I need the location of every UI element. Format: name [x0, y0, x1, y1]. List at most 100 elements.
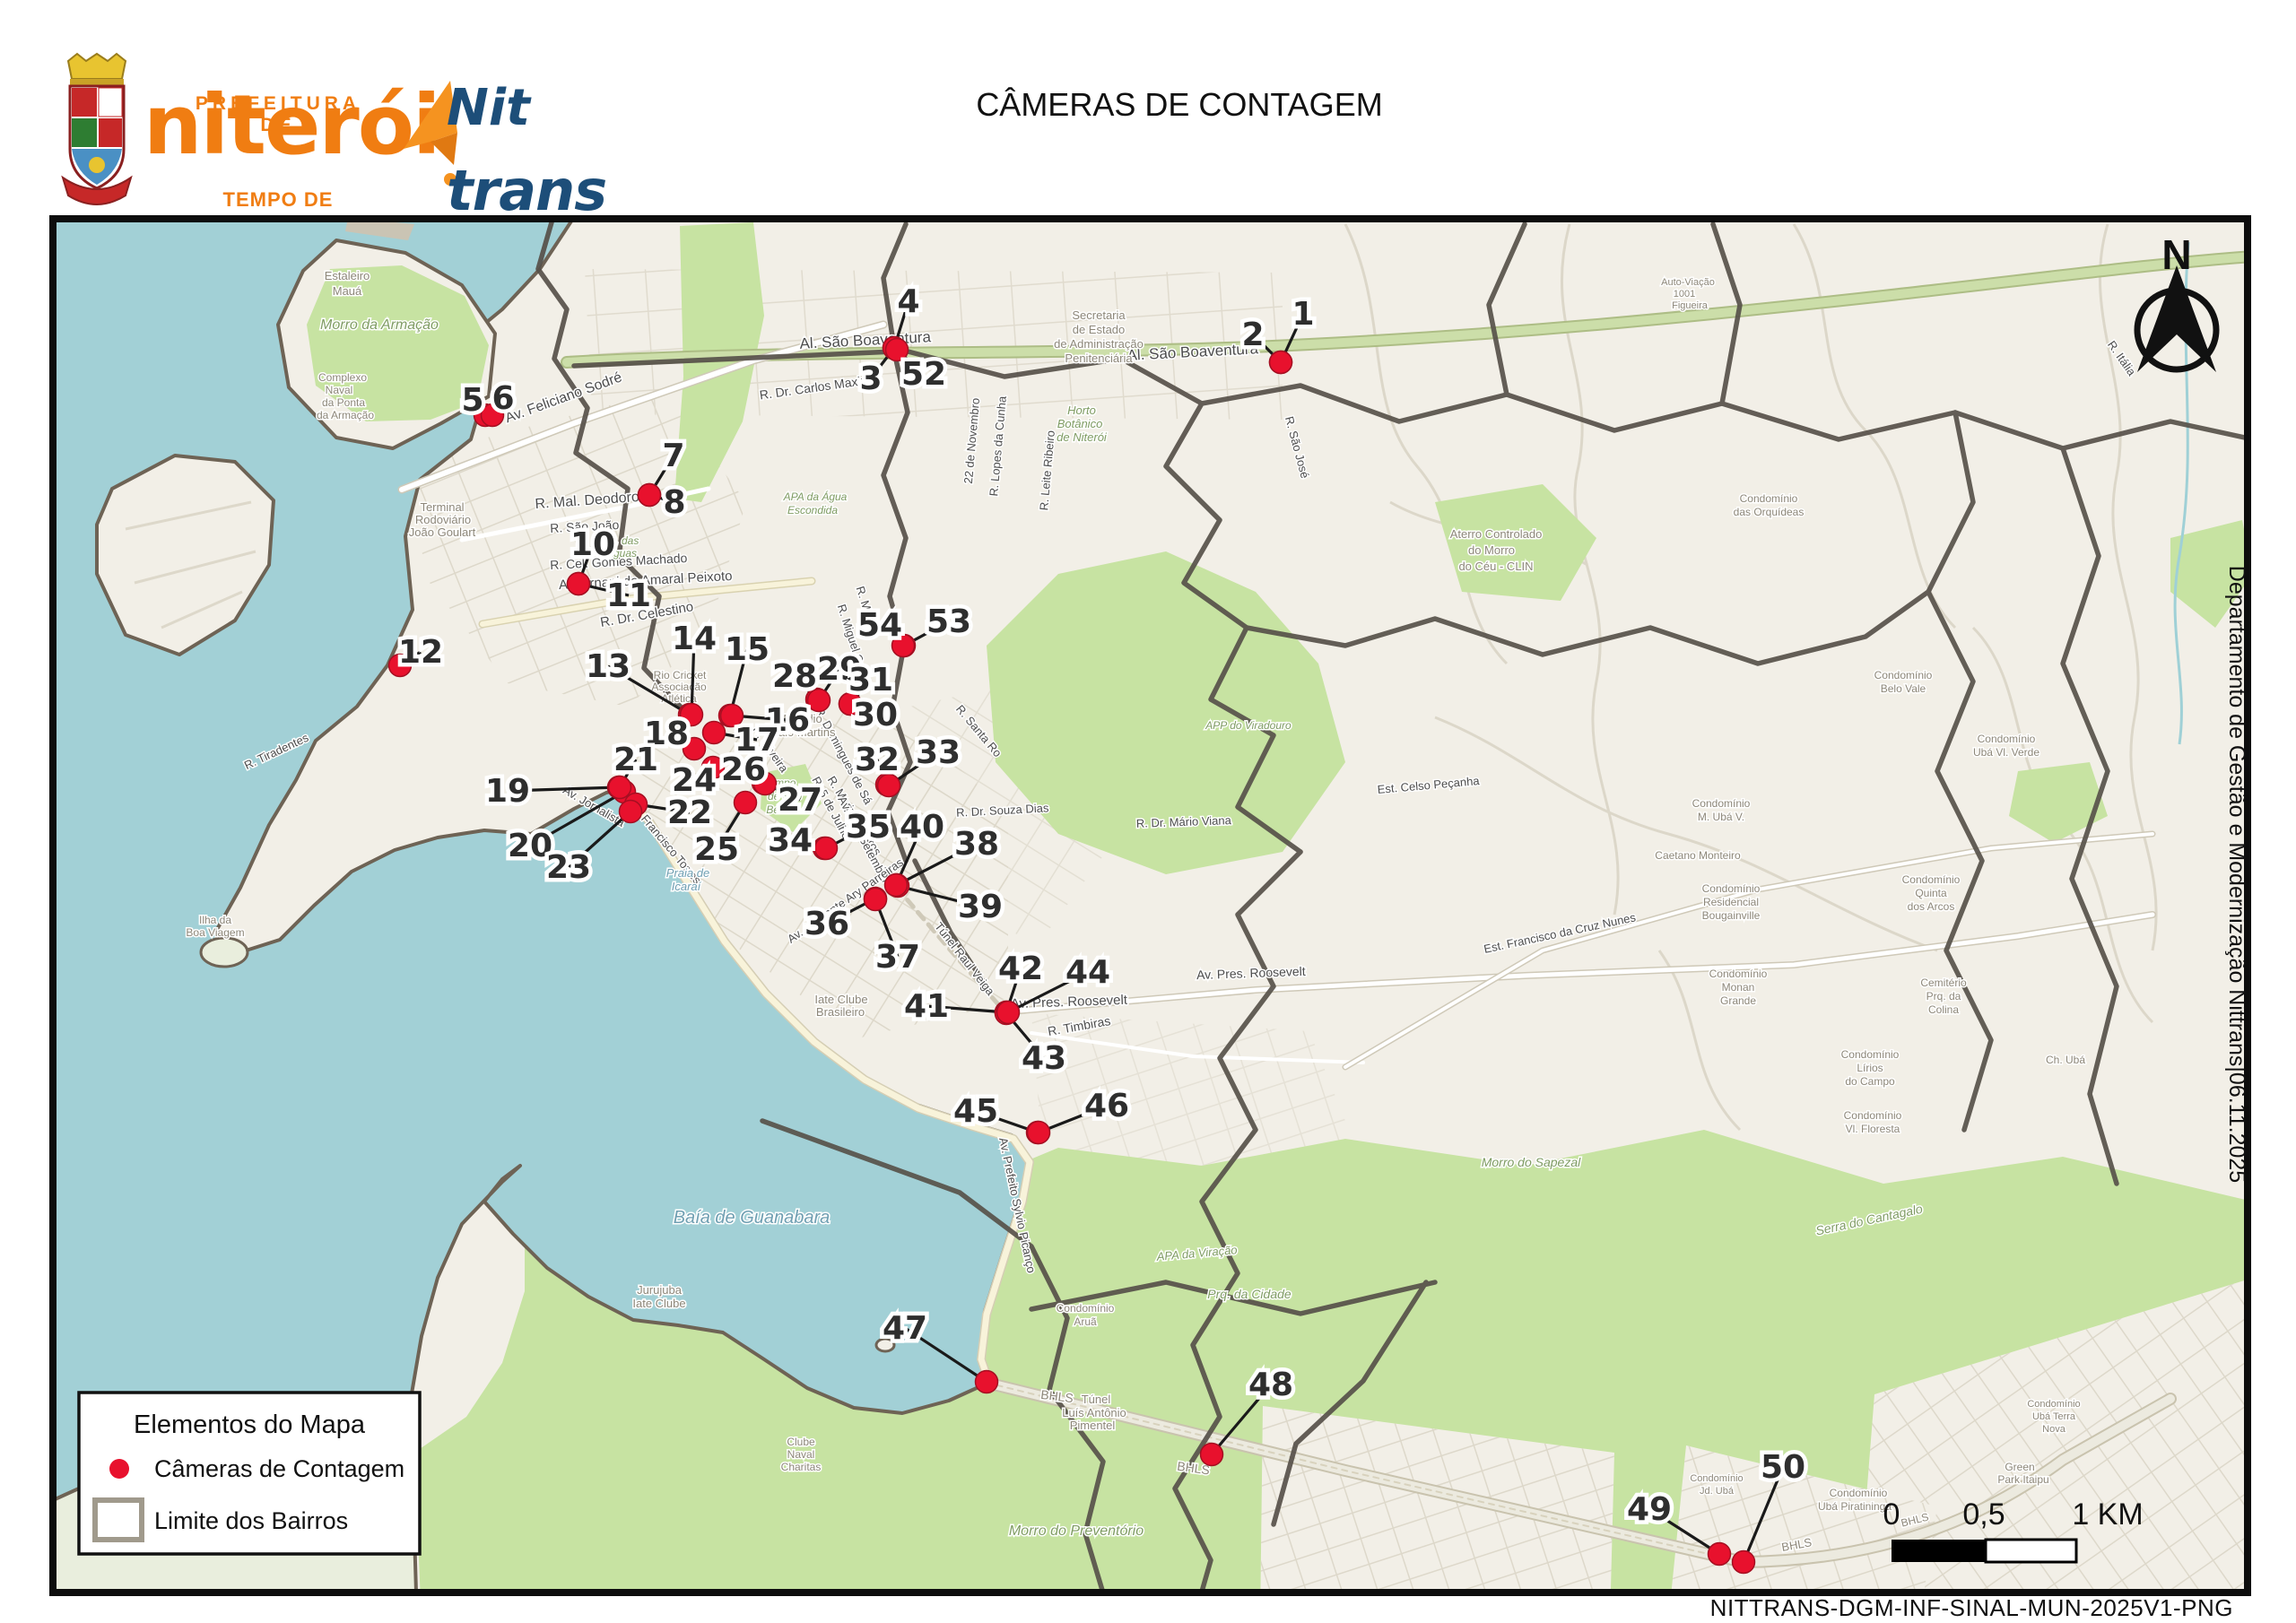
- camera-marker: [1731, 1549, 1756, 1575]
- side-note: Departamento de Gestão e Modernização Ni…: [2224, 565, 2249, 1184]
- camera-number: 8: [663, 484, 685, 521]
- camera-marker: [607, 775, 632, 800]
- camera-number: 50: [1761, 1449, 1805, 1486]
- camera-marker: [863, 887, 888, 912]
- camera-marker: [891, 633, 916, 658]
- camera-leader-line: [607, 664, 691, 716]
- camera-marker: [1199, 1442, 1224, 1467]
- camera-marker: [387, 653, 413, 678]
- map-text-label: Prq. da: [1926, 990, 1961, 1002]
- camera-marker: [1268, 350, 1293, 375]
- map-text-label: Condomínio: [2027, 1399, 2080, 1410]
- map-text-label: Bento: [766, 803, 795, 816]
- map-text-label: Boa Viagem: [186, 926, 244, 939]
- camera-marker: [806, 688, 831, 713]
- camera-number: 48: [1248, 1367, 1293, 1403]
- camera-number: 33: [916, 734, 961, 771]
- camera-leader-line: [896, 842, 978, 887]
- map-text-label: da Armação: [317, 409, 374, 421]
- map-text-label: Condomínio: [1874, 669, 1933, 681]
- camera-number: 38: [954, 826, 999, 863]
- nittrans-word1: Nit: [447, 79, 530, 137]
- map-text-label: do Campo: [1845, 1075, 1895, 1088]
- camera-number: 12: [398, 634, 443, 671]
- map-text-label: Rodoviário: [415, 513, 471, 526]
- camera-number: 6: [491, 380, 514, 417]
- map-text-label: Morro do Sapezal: [1482, 1155, 1581, 1169]
- map-text-label: Caetano Monteiro: [1655, 849, 1741, 862]
- camera-number: 25: [694, 831, 739, 868]
- map-text-label: Park Itaipu: [1997, 1473, 2048, 1486]
- camera-marker: [480, 403, 505, 428]
- map-text-label: BHLS: [1039, 1387, 1074, 1405]
- camera-number: 22: [667, 794, 712, 831]
- camera-leader-line: [1648, 1507, 1720, 1556]
- camera-number: 20: [508, 828, 552, 864]
- street-grid-layer: [405, 269, 1363, 1202]
- legend-title: Elementos do Mapa: [134, 1410, 366, 1439]
- map-text-label: de Niterói: [1057, 430, 1108, 444]
- map-text-label: R. Dr. Souza Dias: [956, 801, 1049, 819]
- map-text-label: Ch. Ubá: [2046, 1054, 2085, 1066]
- camera-marker: [813, 836, 839, 861]
- map-text-label: M. Ubá V.: [1698, 811, 1744, 823]
- map-text-label: Condomínio: [1057, 1302, 1115, 1315]
- map-text-label: de Estado: [1073, 323, 1126, 336]
- map-text-label: Cemitério: [1920, 976, 1967, 989]
- map-text-label: Belo Vale: [1881, 682, 1926, 695]
- camera-marker: [719, 703, 744, 728]
- map-text-label: Naval: [326, 384, 353, 396]
- camera-leader-line: [897, 884, 981, 908]
- map-text-label: Condomínio: [1690, 1473, 1743, 1484]
- camera-marker: [883, 872, 909, 898]
- camera-marker: [701, 720, 726, 745]
- map-text-label: Morro do Preventório: [1009, 1523, 1144, 1539]
- camera-leader-line: [1210, 1383, 1273, 1456]
- map-text-label: Horto: [1067, 404, 1096, 417]
- map-text-label: do Céu - CLIN: [1458, 560, 1533, 573]
- map-text-label: Charitas: [781, 1461, 822, 1473]
- map-text-label: Luís Antônio: [1062, 1406, 1126, 1419]
- camera-number: 30: [853, 697, 898, 733]
- map-text-label: Estaleiro: [325, 269, 370, 282]
- map-text-label: Condomínio: [1692, 797, 1751, 810]
- camera-number: 36: [804, 906, 849, 942]
- map-text-label: Baía de Guanabara: [674, 1208, 831, 1228]
- rural-roads-layer: [1344, 223, 2158, 1132]
- camera-number: 35: [846, 809, 891, 846]
- map-text-label: Condomínio: [1830, 1487, 1888, 1499]
- camera-number: 7: [662, 438, 684, 474]
- map-frame: Al. São Boaventura Al. São Boaventura Av. …: [49, 215, 2251, 1596]
- boa-viagem-islet: [199, 936, 249, 968]
- map-text-label: Lírios: [1857, 1062, 1883, 1074]
- camera-number: 52: [901, 356, 946, 393]
- camera-number: 32: [855, 742, 900, 778]
- camera-marker: [566, 571, 591, 596]
- map-text-label: Condomínio: [1978, 733, 2036, 745]
- camera-marker: [637, 482, 662, 508]
- map-text-label: Ilha da: [199, 914, 231, 926]
- legend-camera-dot-icon: [109, 1459, 129, 1479]
- camera-leader-line: [529, 790, 625, 847]
- camera-marker: [876, 773, 901, 798]
- camera-marker: [733, 790, 758, 815]
- camera-number: 13: [586, 648, 631, 685]
- map-text-label: R. Dr. Mário Viana: [1136, 813, 1232, 830]
- map-text-label: Naval: [787, 1448, 815, 1461]
- camera-leader-line: [904, 1326, 987, 1384]
- camera-number: 16: [765, 702, 810, 739]
- map-text-label: Condomínio: [1740, 492, 1798, 505]
- camera-marker: [679, 702, 704, 727]
- camera-number: 21: [613, 742, 658, 778]
- map-text-label: Condomínio: [1844, 1109, 1902, 1122]
- camera-number: 54: [857, 607, 902, 644]
- camera-number: 15: [725, 631, 770, 668]
- camera-number: 18: [644, 716, 689, 752]
- map-text-label: Aterro Controlado: [1450, 527, 1543, 541]
- map-text-label: Clube: [787, 1436, 815, 1448]
- map-text-label: Prq. das: [599, 534, 639, 547]
- map-text-label: Quinta: [1915, 887, 1947, 899]
- map-text-label: de Administração: [1054, 337, 1144, 351]
- map-canvas[interactable]: Al. São Boaventura Al. São BoaventuraAv. …: [49, 215, 2251, 1596]
- camera-leader-line: [1007, 970, 1089, 1014]
